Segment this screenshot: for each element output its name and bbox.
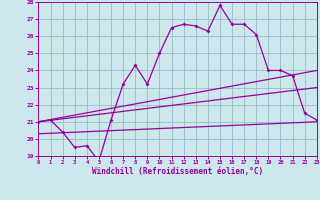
- X-axis label: Windchill (Refroidissement éolien,°C): Windchill (Refroidissement éolien,°C): [92, 167, 263, 176]
